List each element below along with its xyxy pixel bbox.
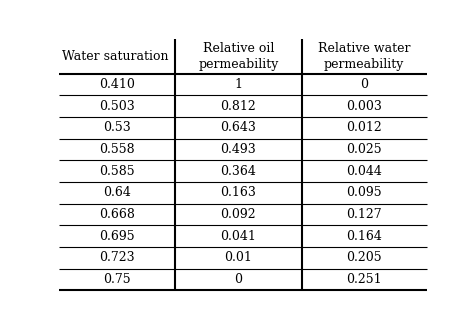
Text: 0.092: 0.092 (220, 208, 256, 221)
Text: 0.044: 0.044 (346, 164, 382, 178)
Text: 0.75: 0.75 (103, 273, 131, 286)
Text: 0.64: 0.64 (103, 186, 131, 199)
Text: 0.695: 0.695 (99, 230, 135, 242)
Text: 0.205: 0.205 (346, 251, 382, 264)
Text: 0.410: 0.410 (99, 78, 135, 91)
Text: 0.003: 0.003 (346, 100, 382, 113)
Text: 0: 0 (360, 78, 368, 91)
Text: Water saturation: Water saturation (62, 50, 169, 63)
Text: 0.025: 0.025 (346, 143, 382, 156)
Text: 0.163: 0.163 (220, 186, 256, 199)
Text: 0.493: 0.493 (220, 143, 256, 156)
Text: 0.012: 0.012 (346, 121, 382, 134)
Text: 0.251: 0.251 (346, 273, 382, 286)
Text: 0.503: 0.503 (99, 100, 135, 113)
Text: 1: 1 (234, 78, 242, 91)
Text: 0: 0 (234, 273, 242, 286)
Text: 0.53: 0.53 (103, 121, 131, 134)
Text: 0.127: 0.127 (346, 208, 382, 221)
Text: 0.558: 0.558 (99, 143, 135, 156)
Text: 0.723: 0.723 (99, 251, 135, 264)
Text: 0.164: 0.164 (346, 230, 382, 242)
Text: 0.364: 0.364 (220, 164, 256, 178)
Text: 0.668: 0.668 (99, 208, 135, 221)
Text: 0.041: 0.041 (220, 230, 256, 242)
Text: 0.095: 0.095 (346, 186, 382, 199)
Text: Relative water
permeability: Relative water permeability (318, 42, 410, 71)
Text: 0.585: 0.585 (99, 164, 135, 178)
Text: 0.643: 0.643 (220, 121, 256, 134)
Text: Relative oil
permeability: Relative oil permeability (198, 42, 279, 71)
Text: 0.01: 0.01 (224, 251, 252, 264)
Text: 0.812: 0.812 (220, 100, 256, 113)
